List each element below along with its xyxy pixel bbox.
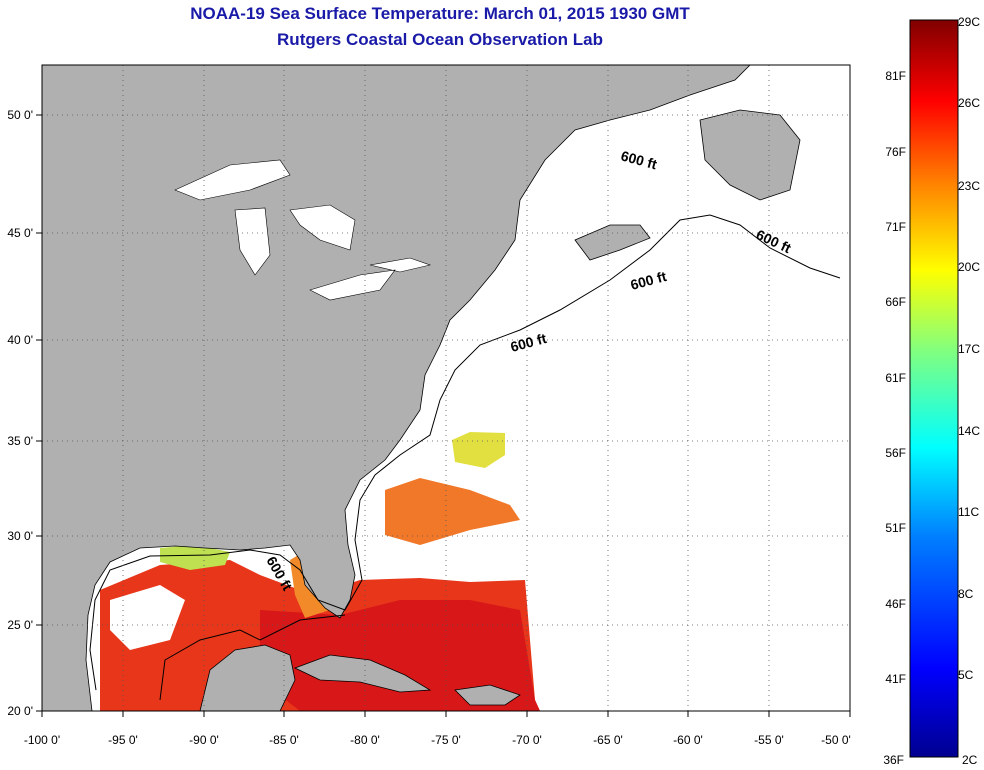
land-yucatan — [199, 644, 296, 711]
map-subtitle: Rutgers Coastal Ocean Observation Lab — [277, 30, 603, 49]
lon-label: -90 0' — [189, 733, 219, 747]
lat-label: 35 0' — [7, 434, 33, 448]
colorbar-fahrenheit-label: 76F — [885, 145, 906, 159]
lat-label: 30 0' — [7, 529, 33, 543]
sst-patch-green — [160, 545, 230, 570]
axis-ticks — [36, 114, 851, 717]
lon-label: -65 0' — [593, 733, 623, 747]
sst-cloud-gap — [110, 585, 185, 650]
lon-label: -85 0' — [269, 733, 299, 747]
land-north-america — [42, 65, 751, 711]
colorbar-celsius-label: 23C — [958, 179, 980, 193]
colorbar-fahrenheit-label: 41F — [885, 672, 906, 686]
colorbar-celsius-label: 5C — [958, 668, 974, 682]
colorbar-fahrenheit-label: 71F — [885, 220, 906, 234]
map-title: NOAA-19 Sea Surface Temperature: March 0… — [190, 4, 690, 23]
colorbar-fahrenheit-label: 56F — [885, 446, 906, 460]
lon-label: -70 0' — [512, 733, 542, 747]
colorbar-fahrenheit-label: 61F — [885, 371, 906, 385]
lon-label: -50 0' — [821, 733, 851, 747]
colorbar-celsius-label: 20C — [958, 260, 980, 274]
colorbar-celsius-label: 11C — [958, 505, 979, 519]
lon-label: -100 0' — [24, 733, 60, 747]
colorbar-celsius-label: 17C — [958, 342, 980, 356]
colorbar-fahrenheit-label: 66F — [885, 295, 906, 309]
colorbar-celsius-label: 29C — [958, 15, 980, 29]
contour-600ft — [89, 214, 841, 691]
lon-label: -75 0' — [431, 733, 461, 747]
land-hispaniola — [454, 684, 521, 706]
lat-label: 50 0' — [7, 108, 33, 122]
lat-label: 40 0' — [7, 333, 33, 347]
land-newfoundland — [699, 109, 801, 201]
great-lakes — [174, 159, 432, 301]
lon-label: -60 0' — [673, 733, 703, 747]
colorbar-fahrenheit-label: 36F — [883, 753, 904, 767]
temperature-colorbar — [909, 19, 959, 758]
colorbar-fahrenheit-label: 81F — [885, 69, 906, 83]
lon-label: -55 0' — [754, 733, 784, 747]
lat-label: 20 0' — [7, 704, 33, 718]
land-cuba — [293, 654, 432, 693]
sst-patch-yellow — [452, 432, 505, 468]
colorbar-celsius-label: 2C — [962, 753, 978, 767]
land-nova-scotia — [574, 224, 651, 261]
sst-patch-mid-atlantic — [385, 478, 520, 545]
lon-label: -95 0' — [108, 733, 138, 747]
colorbar-celsius-label: 14C — [958, 424, 980, 438]
colorbar-fahrenheit-label: 51F — [885, 521, 906, 535]
colorbar-celsius-label: 8C — [958, 587, 974, 601]
contour-600ft-gulf — [159, 614, 346, 701]
lat-label: 45 0' — [7, 226, 33, 240]
sst-hot-region — [260, 600, 540, 711]
lat-label: 25 0' — [7, 618, 33, 632]
lon-label: -80 0' — [350, 733, 380, 747]
colorbar-celsius-label: 26C — [958, 96, 980, 110]
colorbar-fahrenheit-label: 46F — [885, 597, 906, 611]
